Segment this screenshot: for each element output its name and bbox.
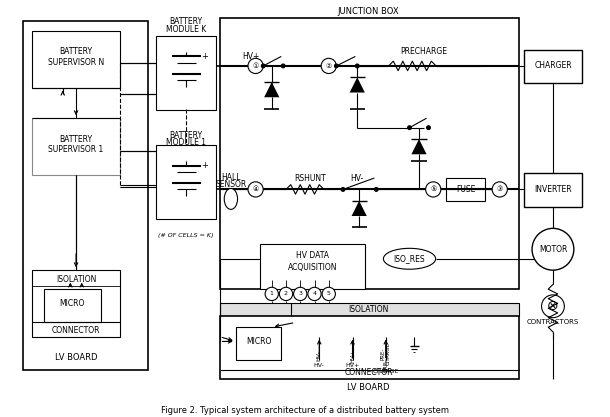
Circle shape (322, 287, 336, 301)
Text: HV+: HV+ (345, 363, 360, 368)
Text: (# OF CELLS = K): (# OF CELLS = K) (159, 233, 214, 238)
Text: ⑤: ⑤ (430, 186, 436, 192)
Text: JUNCTION BOX: JUNCTION BOX (338, 7, 400, 16)
Circle shape (356, 64, 359, 68)
Text: +: + (201, 52, 209, 61)
Text: PRECHARGE: PRECHARGE (400, 47, 447, 56)
Text: 3: 3 (298, 291, 302, 296)
Text: PRE-: PRE- (383, 358, 388, 372)
Circle shape (308, 287, 321, 301)
Text: 1: 1 (270, 291, 274, 296)
Circle shape (341, 188, 345, 191)
Ellipse shape (383, 248, 436, 269)
Text: LV BOARD: LV BOARD (55, 353, 98, 362)
Text: CHARGER: CHARGER (534, 61, 572, 70)
Text: CONTRACTORS: CONTRACTORS (527, 319, 579, 325)
Text: BATTERY: BATTERY (170, 131, 203, 140)
Text: ISOLATION: ISOLATION (348, 305, 389, 314)
Ellipse shape (224, 188, 237, 209)
Text: INVERTER: INVERTER (534, 185, 572, 194)
Text: ③: ③ (497, 186, 503, 192)
Circle shape (426, 182, 441, 197)
Circle shape (492, 182, 508, 197)
Bar (32, 270, 120, 337)
Text: MODULE 1: MODULE 1 (167, 138, 206, 147)
Text: +: + (201, 161, 209, 170)
Bar (445, 178, 486, 201)
Bar (32, 118, 120, 175)
Circle shape (248, 58, 263, 73)
Text: 2: 2 (284, 291, 288, 296)
Text: HV-: HV- (317, 350, 321, 361)
Circle shape (334, 64, 339, 68)
Polygon shape (411, 139, 426, 154)
Bar (235, 327, 281, 360)
Text: ACQUISITION: ACQUISITION (288, 263, 337, 272)
Bar (220, 304, 518, 316)
Text: FUSE: FUSE (456, 185, 475, 194)
Text: PRE-
CHARGE: PRE- CHARGE (381, 342, 391, 365)
Circle shape (265, 287, 278, 301)
Text: RSHUNT: RSHUNT (294, 173, 326, 183)
Text: HV-: HV- (314, 363, 325, 368)
Text: ⊗: ⊗ (547, 299, 559, 313)
Text: ISOLATION: ISOLATION (56, 275, 96, 284)
Circle shape (293, 287, 307, 301)
Bar (260, 244, 365, 289)
Circle shape (321, 58, 336, 73)
Text: SUPERVISOR 1: SUPERVISOR 1 (48, 145, 104, 154)
Text: ②: ② (326, 63, 332, 69)
Circle shape (407, 126, 411, 130)
Text: MICRO: MICRO (60, 299, 85, 308)
Bar (220, 18, 518, 289)
Text: MOTOR: MOTOR (539, 245, 567, 254)
Circle shape (279, 287, 293, 301)
Bar (220, 316, 518, 379)
Text: CONNECTOR: CONNECTOR (52, 327, 100, 335)
Text: 5: 5 (327, 291, 331, 296)
Text: MODULE K: MODULE K (166, 25, 206, 34)
Circle shape (281, 64, 285, 68)
Text: LV BOARD: LV BOARD (348, 382, 390, 392)
Text: SUPERVISOR N: SUPERVISOR N (48, 58, 104, 67)
Text: ①: ① (253, 63, 259, 69)
Bar (32, 31, 120, 88)
Text: ISO_RES: ISO_RES (393, 254, 425, 263)
Text: CHARGE: CHARGE (373, 369, 399, 374)
Circle shape (426, 126, 431, 130)
Bar (523, 173, 583, 206)
Bar (44, 289, 101, 322)
Text: BATTERY: BATTERY (170, 17, 203, 26)
Bar (156, 145, 216, 219)
Bar (523, 50, 583, 83)
Circle shape (248, 182, 263, 197)
Text: Figure 2. Typical system architecture of a distributed battery system: Figure 2. Typical system architecture of… (161, 406, 449, 415)
Polygon shape (351, 201, 367, 216)
Text: 4: 4 (312, 291, 317, 296)
Text: HALL: HALL (221, 173, 241, 181)
Text: ④: ④ (253, 186, 259, 192)
Bar (23, 21, 148, 370)
Text: HV+: HV+ (242, 52, 259, 61)
Text: BATTERY: BATTERY (60, 47, 93, 56)
Text: BATTERY: BATTERY (60, 135, 93, 143)
Polygon shape (264, 82, 279, 97)
Bar (156, 35, 216, 110)
Text: HV-: HV- (351, 173, 364, 183)
Text: SENSOR: SENSOR (215, 180, 246, 189)
Text: HV DATA: HV DATA (296, 251, 329, 261)
Text: CONNECTOR: CONNECTOR (345, 368, 393, 377)
Polygon shape (350, 77, 365, 93)
Circle shape (542, 295, 564, 318)
Circle shape (261, 64, 265, 68)
Text: MICRO: MICRO (246, 337, 271, 346)
Circle shape (532, 229, 574, 270)
Circle shape (375, 188, 378, 191)
Text: HV+: HV+ (350, 349, 355, 363)
